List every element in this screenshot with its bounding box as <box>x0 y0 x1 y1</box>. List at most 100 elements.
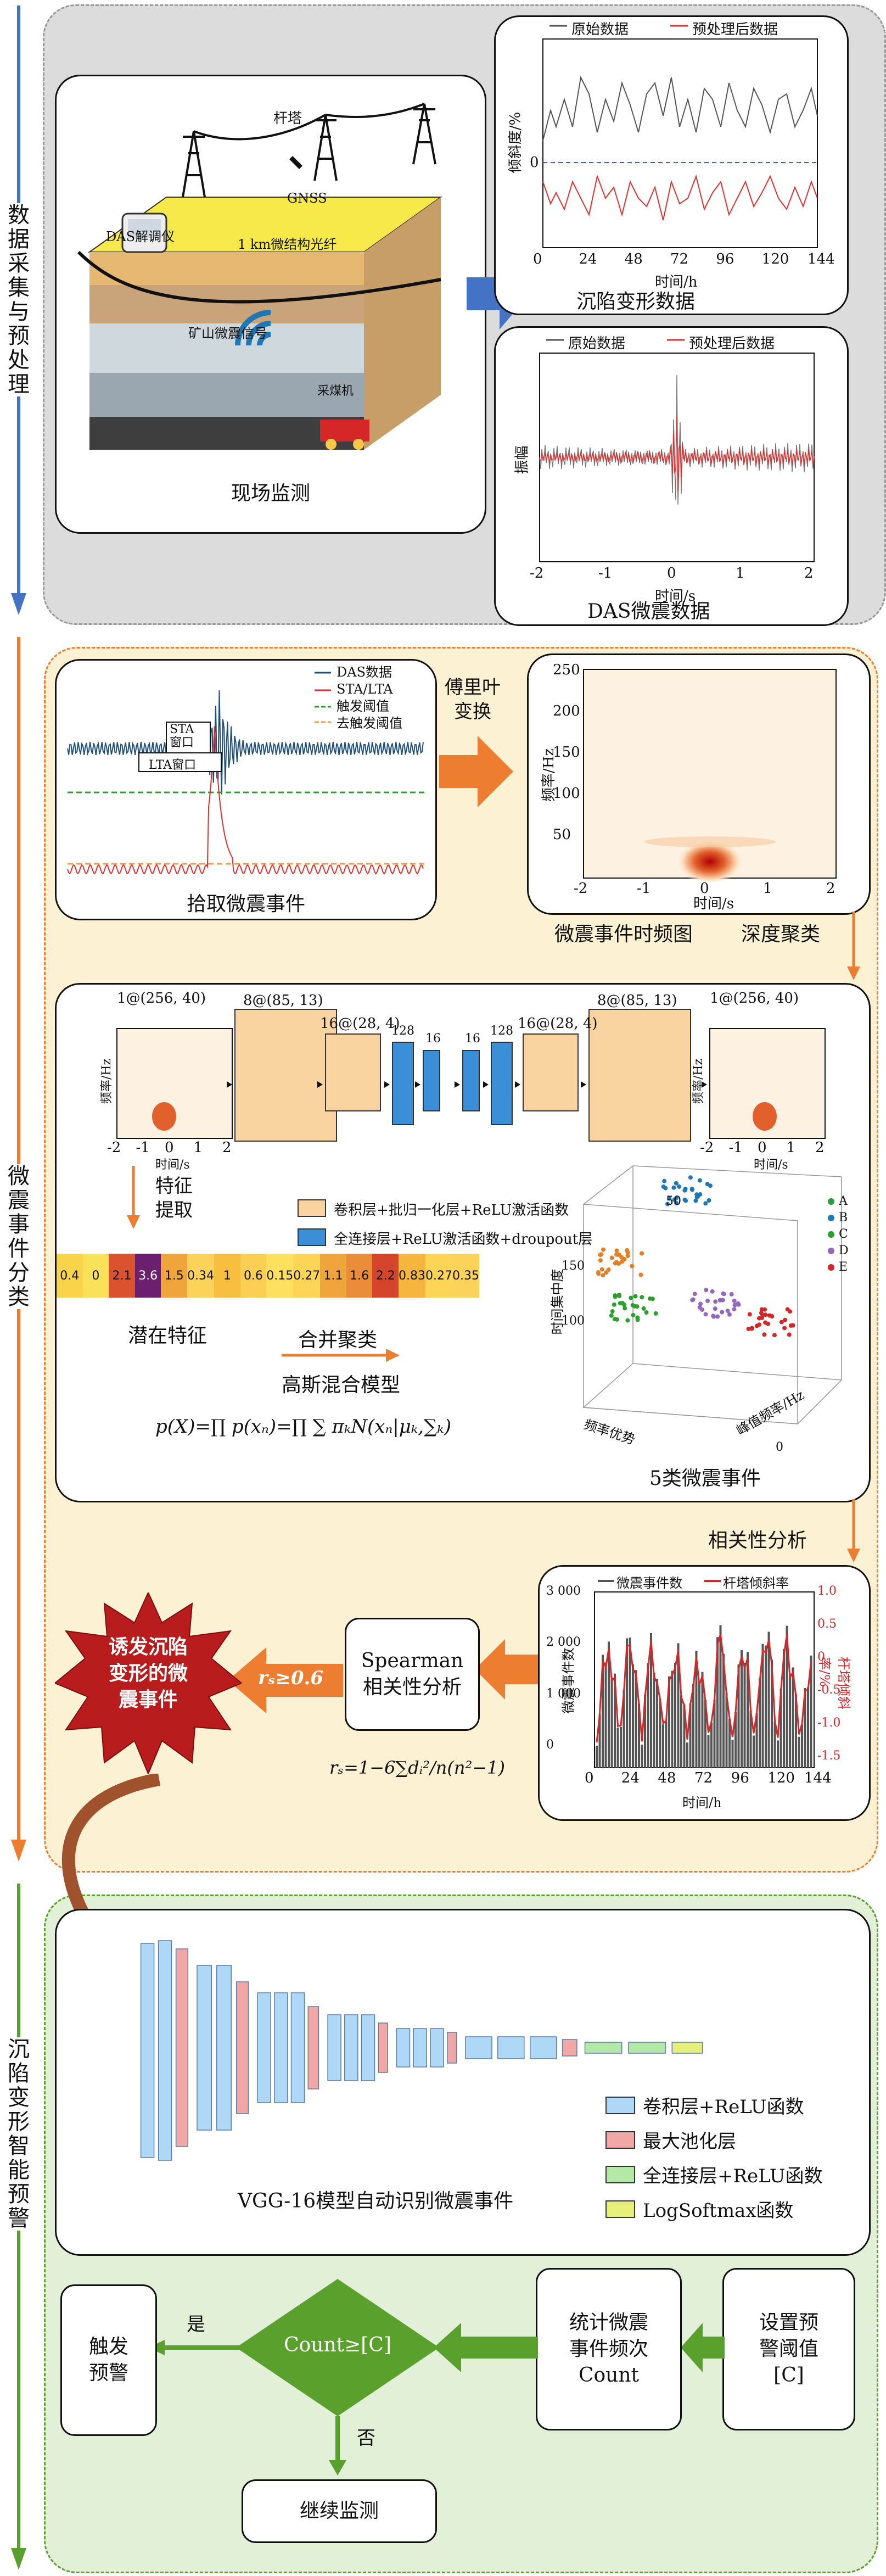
corr-bar <box>632 1664 634 1768</box>
das-x-tick-1: -1 <box>598 565 613 582</box>
corr-bar <box>765 1645 767 1768</box>
scatter-point <box>713 1299 718 1304</box>
corr-bar <box>635 1670 637 1768</box>
corr-right-tick-0: -1.5 <box>817 1749 841 1763</box>
vgg-legend-item: 最大池化层 <box>605 2126 823 2153</box>
scatter-point <box>614 1248 619 1253</box>
spec-y-tick-4: 250 <box>553 662 580 678</box>
ae-out-ylabel: 频率/Hz <box>692 1058 706 1104</box>
vgg-layer-block <box>529 2036 557 2059</box>
corr-bar <box>780 1689 782 1768</box>
corr-bar <box>789 1673 791 1768</box>
ae-out-x-tick-4: 2 <box>815 1139 825 1156</box>
sta-lta-chart <box>67 672 424 875</box>
latent-cell: 0.6 <box>240 1254 267 1298</box>
deep-cluster-label: 深度聚类 <box>741 923 821 946</box>
decision-diamond <box>236 2279 439 2416</box>
corr-right-tick-1: -1.0 <box>817 1716 841 1730</box>
scatter-point <box>785 1307 790 1312</box>
scatter-point <box>705 1182 710 1187</box>
scatter-point <box>683 1198 688 1203</box>
signal-label: 矿山微震信号 <box>188 326 267 341</box>
cluster-caption: 5类微震事件 <box>649 1467 761 1490</box>
latent-cell: 0.34 <box>187 1254 215 1298</box>
scatter-point <box>762 1307 767 1312</box>
latent-cell: 3.6 <box>134 1254 161 1298</box>
corr-bar <box>741 1650 743 1768</box>
scatter-point <box>610 1309 615 1314</box>
corr-bar <box>629 1638 631 1768</box>
scatter-point <box>689 1187 694 1192</box>
lta-window-label: LTA窗口 <box>149 758 197 772</box>
deform-legend-proc: 预处理后数据 <box>692 21 778 38</box>
corr-bar <box>656 1679 658 1768</box>
corr-right-tick-4: 0.5 <box>817 1617 837 1631</box>
scatter-point <box>711 1314 716 1319</box>
down-arrow-corr <box>847 1499 860 1562</box>
deform-x-tick-0: 0 <box>533 251 542 267</box>
pick-caption: 拾取微震事件 <box>186 893 305 915</box>
ae-layer-3-label: 128 <box>391 1024 414 1038</box>
scatter-point <box>697 1178 702 1183</box>
cluster-tick-100: 100 <box>562 1314 585 1328</box>
latent-cell: 0 <box>82 1254 109 1298</box>
down-arrow-cluster <box>847 912 860 980</box>
corr-bar <box>767 1631 770 1768</box>
corr-bar <box>680 1695 682 1768</box>
trigger-alarm-label: 触发 预警 <box>88 2335 128 2384</box>
latent-cell: 1 <box>214 1254 240 1298</box>
cluster-legend-dot <box>828 1198 834 1205</box>
vgg-layer-block <box>274 1992 288 2103</box>
corr-right-tick-5: 1.0 <box>817 1584 837 1598</box>
corr-bar <box>753 1735 755 1768</box>
scatter-point <box>640 1251 644 1256</box>
scatter-point <box>614 1317 619 1322</box>
ae-legend-conv: 卷积层+批归一化层+ReLU激活函数 <box>334 1202 569 1219</box>
vgg-legend-swatch <box>605 2096 635 2114</box>
corr-bar <box>650 1633 652 1768</box>
scatter-point <box>710 1289 715 1294</box>
scatter-point <box>661 1184 666 1189</box>
cluster-legend-dot <box>828 1215 834 1221</box>
das-x-tick-0: -2 <box>530 565 544 582</box>
scatter-point <box>721 1292 726 1297</box>
das-panel: 原始数据 预处理后数据 振幅 -2 -1 0 1 2 时间/s <box>494 326 849 626</box>
corr-bar <box>641 1745 643 1768</box>
latent-cell: 0.35 <box>452 1254 479 1298</box>
das-caption: DAS微震数据 <box>587 600 710 623</box>
corr-bar <box>623 1690 625 1768</box>
vgg-layer-block <box>584 2042 623 2054</box>
corr-bar <box>620 1726 622 1768</box>
count-label: 统计微震 事件频次 Count <box>569 2311 648 2387</box>
vgg-layer-block <box>413 2028 427 2067</box>
ae-layer-4-label: 16 <box>425 1032 441 1046</box>
corr-left-tick-1: 1 000 <box>546 1686 581 1701</box>
scatter-point <box>782 1326 787 1331</box>
spearman-formula: rₛ=1−6∑dᵢ²/n(n²−1) <box>329 1757 505 1778</box>
corr-bar <box>695 1651 698 1768</box>
cluster-tick-0: 0 <box>776 1440 783 1454</box>
vgg-layer-block <box>378 2022 388 2073</box>
cluster-tick-150: 150 <box>562 1259 585 1273</box>
das-xlabel: 时间/s <box>655 588 696 605</box>
vgg-layer-block <box>158 1940 172 2161</box>
corr-bar <box>755 1713 758 1768</box>
vgg-legend-label: 全连接层+ReLU函数 <box>643 2165 823 2187</box>
vgg-legend-label: 卷积层+ReLU函数 <box>643 2096 804 2118</box>
scatter-point <box>629 1295 633 1300</box>
das-x-tick-4: 2 <box>804 565 814 582</box>
corr-bar <box>728 1719 731 1768</box>
corr-bar <box>810 1655 812 1768</box>
cluster-legend-item: C <box>828 1226 849 1243</box>
corr-bar <box>795 1694 797 1768</box>
corr-bar <box>786 1625 788 1768</box>
cluster-legend-item: E <box>828 1259 849 1276</box>
vgg-legend-item: LogSoftmax函数 <box>605 2195 823 2222</box>
ae-in-xlabel: 时间/s <box>155 1158 190 1172</box>
scatter-point <box>630 1264 635 1269</box>
scatter-point <box>698 1301 703 1306</box>
das-chart <box>539 339 815 562</box>
latent-cell: 0.83 <box>399 1254 426 1298</box>
scatter-point <box>640 1295 644 1300</box>
